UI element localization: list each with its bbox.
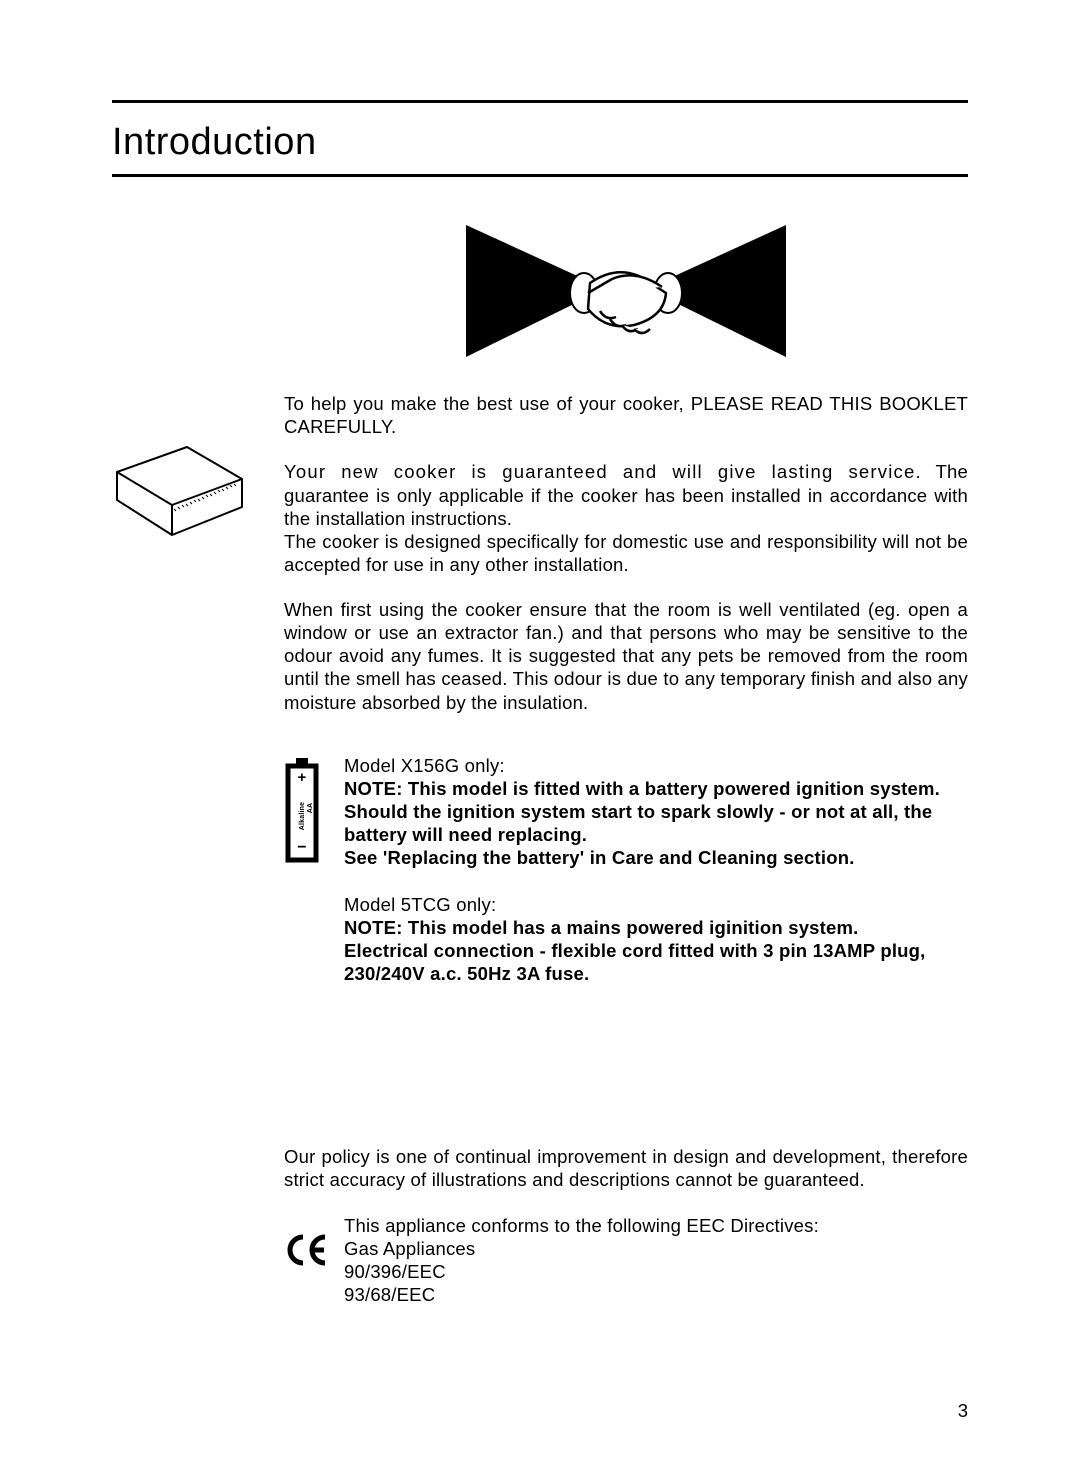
ce-mark-icon <box>284 1234 328 1266</box>
model-x156g-text: Model X156G only: NOTE: This model is fi… <box>344 754 968 873</box>
page-title: Introduction <box>112 121 968 164</box>
ventilation-paragraph: When first using the cooker ensure that … <box>284 598 968 714</box>
ce-text: This appliance conforms to the following… <box>344 1214 819 1307</box>
guarantee-line1: Your new cooker is guaranteed and will g… <box>284 461 922 482</box>
ce-line1: This appliance conforms to the following… <box>344 1214 819 1237</box>
model-x156g-block: + − Alkaline AA Model X156G only: NOTE: … <box>284 754 968 873</box>
ce-block: This appliance conforms to the following… <box>284 1214 968 1307</box>
battery-icon: + − Alkaline AA <box>284 758 320 868</box>
handshake-icon <box>466 217 786 367</box>
model-5tcg-note2: Electrical connection - flexible cord fi… <box>344 939 968 985</box>
model-5tcg-label: Model 5TCG only: <box>344 893 968 916</box>
right-column: To help you make the best use of your co… <box>284 217 968 1306</box>
ce-mark-wrap <box>284 1214 344 1271</box>
content: To help you make the best use of your co… <box>112 217 968 1306</box>
svg-text:Alkaline: Alkaline <box>299 801 306 829</box>
ce-line3: 90/396/EEC <box>344 1260 819 1283</box>
guarantee-paragraph: Your new cooker is guaranteed and will g… <box>284 460 968 529</box>
policy-paragraph: Our policy is one of continual improveme… <box>284 1145 968 1191</box>
model-5tcg-block: Model 5TCG only: NOTE: This model has a … <box>284 893 968 986</box>
ce-line4: 93/68/EEC <box>344 1283 819 1306</box>
svg-text:AA: AA <box>307 802 314 813</box>
rule-bottom <box>112 174 968 177</box>
book-icon <box>102 437 252 557</box>
model-x156g-note: NOTE: This model is fitted with a batter… <box>344 777 968 846</box>
ce-line2: Gas Appliances <box>344 1237 819 1260</box>
left-column <box>112 217 284 1306</box>
rule-top <box>112 100 968 103</box>
model-x156g-see: See 'Replacing the battery' in Care and … <box>344 846 968 869</box>
svg-text:−: − <box>297 839 307 856</box>
page-number: 3 <box>958 1400 968 1422</box>
battery-icon-wrap: + − Alkaline AA <box>284 754 344 873</box>
model-x156g-label: Model X156G only: <box>344 754 968 777</box>
intro-paragraph: To help you make the best use of your co… <box>284 392 968 438</box>
domestic-paragraph: The cooker is designed specifically for … <box>284 530 968 576</box>
handshake-illustration <box>284 217 968 372</box>
model-5tcg-note1: NOTE: This model has a mains powered igi… <box>344 916 968 939</box>
svg-text:+: + <box>298 769 307 786</box>
